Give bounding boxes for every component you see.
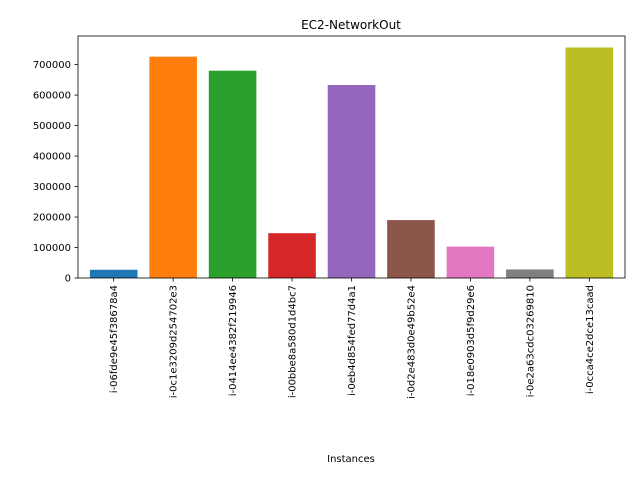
bar	[149, 56, 197, 278]
bar	[565, 47, 614, 278]
bar	[387, 220, 435, 278]
bar	[506, 269, 554, 278]
x-tick-label: i-018e0903d5f9d29e6	[466, 285, 477, 396]
bar	[268, 233, 316, 278]
x-axis-label: Instances	[327, 454, 375, 465]
x-tick-label: i-0d2e483d0e49b52e4	[406, 285, 417, 399]
bar	[327, 85, 376, 279]
y-tick-label: 600000	[33, 91, 71, 102]
x-tick-label: i-0cca4ce2dce13caad	[585, 285, 596, 394]
x-tick-label: i-0eb4d854fed77d4a1	[347, 285, 358, 396]
bar	[89, 269, 138, 278]
x-tick-label: i-0414ee4382f219946	[228, 285, 239, 396]
x-tick-label: i-0e2a63cdc03269810	[525, 285, 536, 397]
y-tick-label: 300000	[33, 182, 71, 193]
chart-title: EC2-NetworkOut	[301, 18, 401, 32]
y-tick-label: 100000	[33, 243, 71, 254]
y-tick-label: 0	[65, 274, 71, 285]
y-tick-label: 200000	[33, 213, 71, 224]
x-tick-label: i-06fde9e45f38678a4	[109, 285, 120, 393]
bar	[208, 70, 257, 278]
bar	[446, 246, 495, 278]
y-tick-label: 500000	[33, 121, 71, 132]
plot-area: 0 100000 200000 300000 400000 500000 600000 700…	[33, 35, 626, 399]
y-tick-label: 700000	[33, 60, 71, 71]
x-tick-label: i-0c1e3209d254702e3	[169, 285, 180, 398]
y-tick-label: 400000	[33, 152, 71, 163]
x-tick-label: i-00bbe8a580d1d4bc7	[288, 285, 299, 398]
